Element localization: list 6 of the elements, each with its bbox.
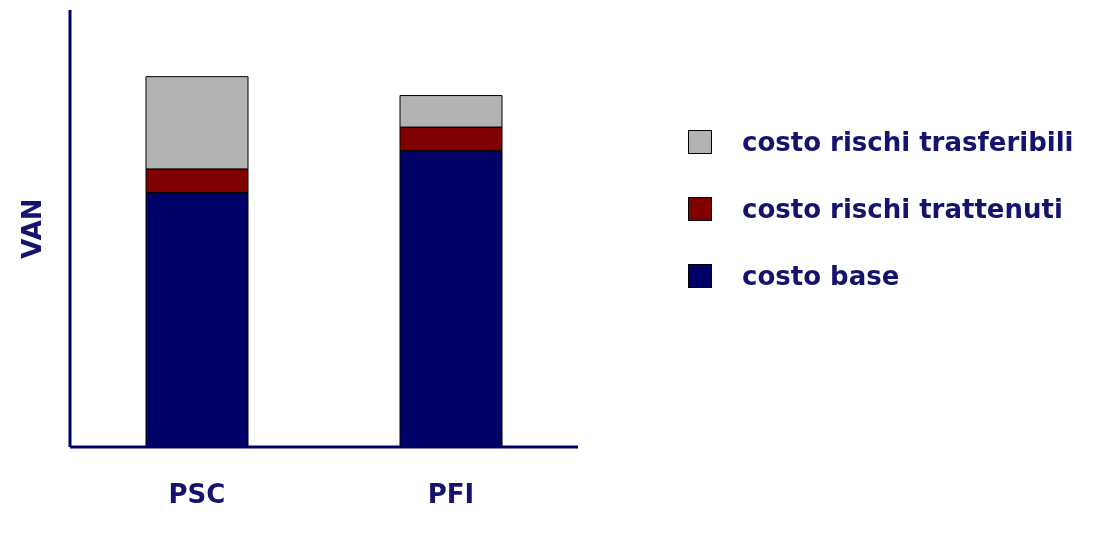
y-axis-title: VAN bbox=[17, 198, 48, 259]
legend-label: costo rischi trasferibili bbox=[742, 126, 1074, 157]
legend-label: costo rischi trattenuti bbox=[742, 193, 1063, 224]
x-tick-label: PFI bbox=[427, 479, 475, 510]
x-tick-label: PSC bbox=[168, 479, 226, 510]
legend-label: costo base bbox=[742, 260, 900, 291]
